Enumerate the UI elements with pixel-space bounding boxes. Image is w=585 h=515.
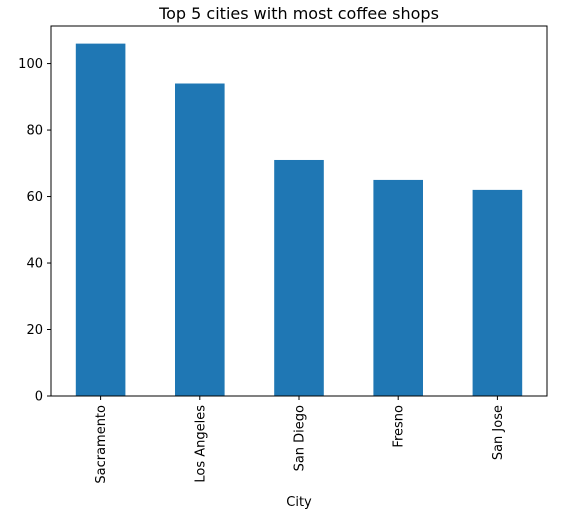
y-tick-label: 60: [26, 190, 43, 205]
bar-san-diego: [274, 159, 324, 396]
bars-layer: [75, 43, 523, 397]
x-tick-label: San Diego: [293, 405, 308, 471]
x-axis-label: City: [286, 495, 312, 510]
y-tick-label: 20: [26, 323, 43, 338]
y-tick-label: 80: [26, 124, 43, 139]
y-axis: 0 20 40 60 80 100: [18, 57, 51, 405]
y-tick-label: 40: [26, 257, 43, 272]
y-tick-label: 100: [18, 57, 43, 72]
chart-title: Top 5 cities with most coffee shops: [158, 4, 439, 23]
x-tick-label: Sacramento: [94, 405, 109, 484]
bar-los-angeles: [175, 83, 225, 396]
x-tick-label: Los Angeles: [193, 405, 208, 483]
bar-san-jose: [472, 189, 523, 396]
bar-sacramento: [75, 43, 126, 397]
bar-fresno: [373, 179, 423, 396]
x-axis: Sacramento Los Angeles San Diego Fresno San …: [94, 396, 506, 484]
x-tick-label: San Jose: [491, 405, 506, 460]
x-tick-label: Fresno: [392, 405, 407, 448]
y-tick-label: 0: [35, 390, 43, 405]
